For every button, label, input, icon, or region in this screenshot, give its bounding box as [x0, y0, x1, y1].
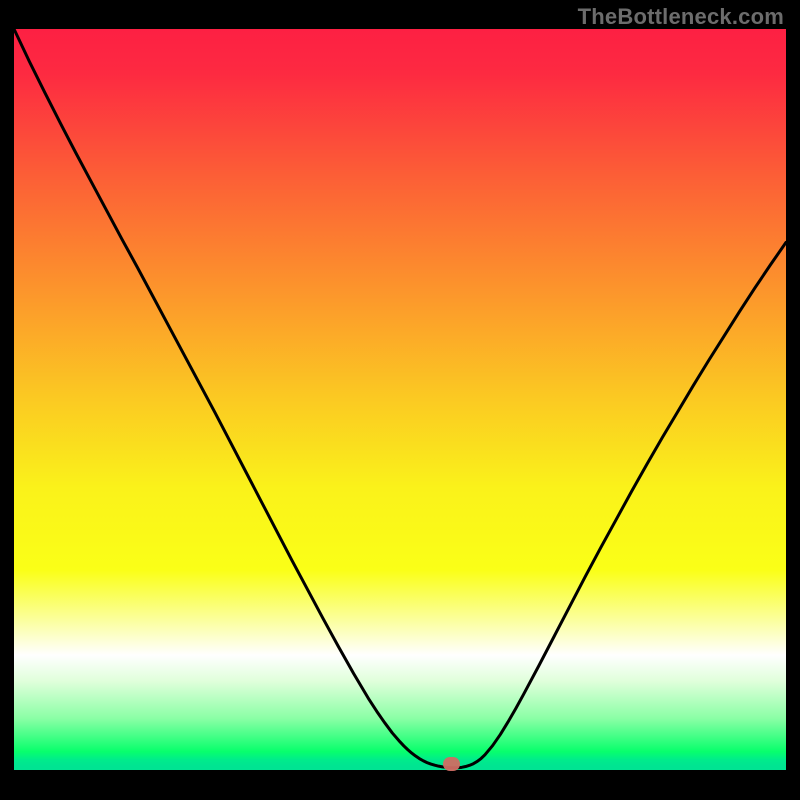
- bottleneck-curve: [14, 29, 786, 770]
- chart-plot-area: [14, 29, 786, 770]
- chart-frame: TheBottleneck.com: [0, 0, 800, 800]
- watermark-label: TheBottleneck.com: [578, 4, 784, 30]
